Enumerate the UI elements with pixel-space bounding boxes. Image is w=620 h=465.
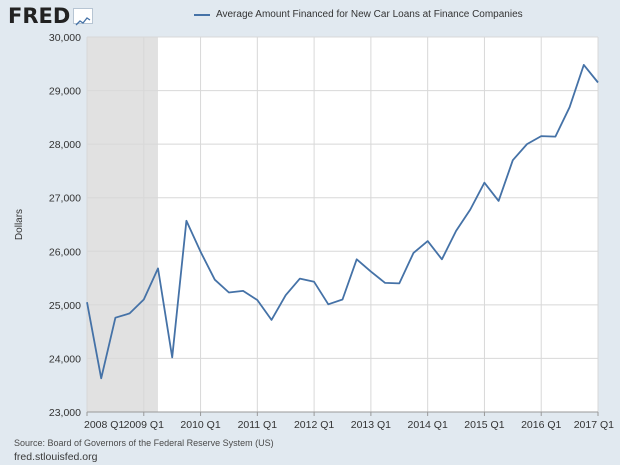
- x-tick-label: 2014 Q1: [408, 419, 448, 431]
- data-point: [86, 301, 88, 303]
- data-point: [568, 106, 570, 108]
- data-point: [426, 240, 428, 242]
- x-tick-label: 2011 Q1: [238, 419, 278, 431]
- data-point: [242, 290, 244, 292]
- data-point: [256, 299, 258, 301]
- data-point: [313, 281, 315, 283]
- y-tick-label: 25,000: [49, 300, 81, 312]
- data-point: [483, 182, 485, 184]
- x-tick-label: 2013 Q1: [351, 419, 391, 431]
- y-tick-label: 24,000: [49, 353, 81, 365]
- data-point: [469, 208, 471, 210]
- data-point: [597, 81, 599, 83]
- y-tick-label: 23,000: [49, 407, 81, 419]
- y-axis-title: Dollars: [14, 209, 25, 240]
- source-note: Source: Board of Governors of the Federa…: [14, 438, 274, 448]
- recession-shading: [87, 37, 158, 412]
- source-url[interactable]: fred.stlouisfed.org: [14, 451, 98, 463]
- y-tick-label: 30,000: [49, 32, 81, 44]
- data-point: [355, 258, 357, 260]
- chart-legend: Average Amount Financed for New Car Loan…: [194, 9, 523, 20]
- x-tick-label: 2015 Q1: [464, 419, 504, 431]
- data-point: [185, 220, 187, 222]
- data-point: [100, 377, 102, 379]
- logo-text: FRED: [8, 4, 71, 28]
- mini-chart-icon: [73, 8, 94, 26]
- data-point: [128, 312, 130, 314]
- plot-area: [87, 37, 598, 412]
- data-point: [441, 258, 443, 260]
- data-point: [398, 282, 400, 284]
- data-point: [214, 278, 216, 280]
- data-point: [270, 319, 272, 321]
- data-point: [157, 267, 159, 269]
- x-tick-label: 2012 Q1: [294, 419, 334, 431]
- y-tick-label: 29,000: [49, 86, 81, 98]
- data-point: [171, 356, 173, 358]
- data-point: [341, 298, 343, 300]
- data-point: [455, 230, 457, 232]
- data-point: [384, 282, 386, 284]
- data-point: [299, 277, 301, 279]
- series-line: [86, 64, 599, 380]
- data-point: [114, 317, 116, 319]
- fred-logo[interactable]: FRED: [8, 4, 94, 28]
- data-point: [583, 64, 585, 66]
- data-point: [554, 135, 556, 137]
- y-tick-label: 27,000: [49, 193, 81, 205]
- x-tick-label: 2008 Q1: [84, 419, 124, 431]
- y-tick-label: 28,000: [49, 139, 81, 151]
- data-point: [143, 298, 145, 300]
- data-point: [370, 270, 372, 272]
- data-point: [327, 303, 329, 305]
- data-point: [412, 252, 414, 254]
- y-tick-label: 26,000: [49, 246, 81, 258]
- data-point: [285, 294, 287, 296]
- data-point: [228, 291, 230, 293]
- data-point: [199, 251, 201, 253]
- data-point: [526, 143, 528, 145]
- x-tick-label: 2016 Q1: [521, 419, 561, 431]
- x-tick-label: 2009 Q1: [124, 419, 164, 431]
- x-tick-label: 2010 Q1: [180, 419, 220, 431]
- x-tick-label: 2017 Q1: [574, 419, 614, 431]
- data-point: [540, 135, 542, 137]
- legend-swatch: [194, 13, 210, 16]
- legend-label: Average Amount Financed for New Car Loan…: [216, 9, 523, 20]
- data-point: [512, 159, 514, 161]
- data-point: [497, 200, 499, 202]
